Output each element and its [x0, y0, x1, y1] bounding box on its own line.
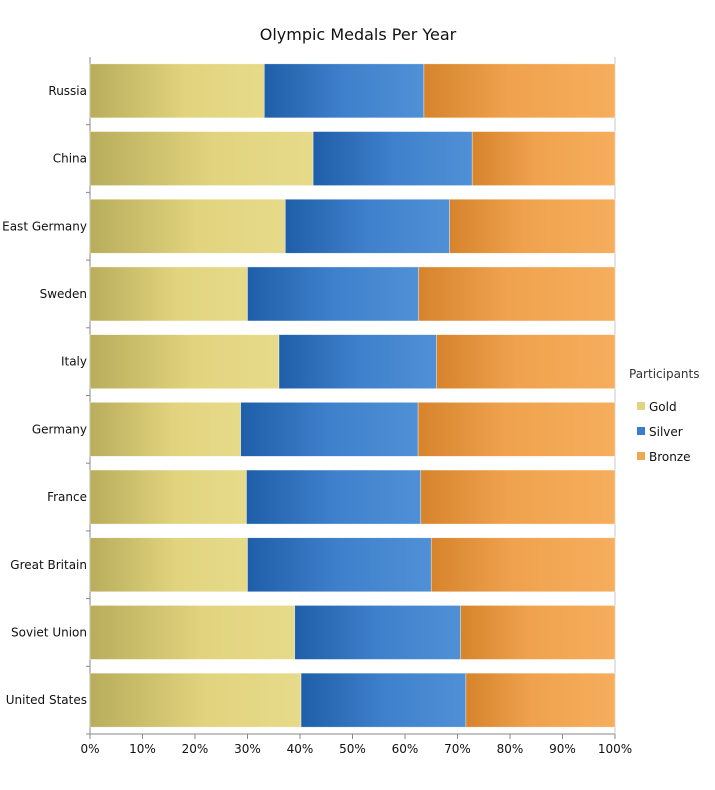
- legend-title: Participants: [629, 367, 700, 381]
- bar-bronze-united-states[interactable]: [465, 672, 616, 728]
- bar-bronze-great-britain[interactable]: [430, 537, 616, 593]
- bar-gold-sweden[interactable]: [89, 266, 248, 322]
- legend-swatch-silver[interactable]: [637, 427, 645, 435]
- legend-label-gold[interactable]: Gold: [649, 400, 677, 414]
- x-tick-label: 20%: [182, 742, 209, 756]
- bar-silver-germany[interactable]: [240, 402, 419, 457]
- bar-gold-soviet-union[interactable]: [89, 605, 296, 660]
- bar-gold-china[interactable]: [89, 131, 314, 186]
- x-tick-label: 30%: [234, 742, 261, 756]
- category-label: United States: [6, 693, 87, 707]
- chart-title: Olympic Medals Per Year: [260, 25, 457, 44]
- legend-swatch-bronze[interactable]: [637, 452, 645, 460]
- legend: Participants Gold Silver Bronze: [629, 367, 700, 464]
- x-tick-label: 50%: [339, 742, 366, 756]
- bar-bronze-germany[interactable]: [417, 402, 616, 457]
- bar-gold-italy[interactable]: [89, 334, 280, 389]
- bar-bronze-east-germany[interactable]: [449, 198, 616, 254]
- bar-bronze-soviet-union[interactable]: [460, 605, 616, 660]
- category-label: China: [53, 152, 87, 166]
- bar-gold-russia[interactable]: [89, 63, 265, 119]
- category-label: Russia: [48, 84, 87, 98]
- x-tick-label: 80%: [497, 742, 524, 756]
- x-tick-label: 0%: [80, 742, 99, 756]
- bars-layer: [89, 63, 616, 728]
- category-label: France: [47, 490, 87, 504]
- bar-silver-china[interactable]: [312, 131, 473, 186]
- bar-silver-great-britain[interactable]: [247, 537, 432, 593]
- bar-gold-east-germany[interactable]: [89, 198, 286, 254]
- bar-bronze-france[interactable]: [420, 469, 616, 525]
- x-tick-label: 60%: [392, 742, 419, 756]
- legend-swatch-gold[interactable]: [637, 402, 645, 410]
- bar-gold-germany[interactable]: [89, 402, 241, 457]
- x-tick-label: 10%: [129, 742, 156, 756]
- bar-silver-italy[interactable]: [278, 334, 437, 389]
- bar-bronze-sweden[interactable]: [418, 266, 616, 322]
- x-tick-label: 100%: [598, 742, 632, 756]
- bar-silver-sweden[interactable]: [247, 266, 419, 322]
- bar-gold-united-states[interactable]: [89, 672, 302, 728]
- bar-bronze-china[interactable]: [471, 131, 616, 186]
- category-axis: Russia China East Germany Sweden Italy German…: [2, 84, 90, 735]
- bar-silver-east-germany[interactable]: [284, 198, 450, 254]
- value-axis: 0% 10% 20% 30% 40% 50% 60% 70% 80% 90% 100%: [80, 734, 632, 756]
- category-label: Germany: [32, 422, 87, 436]
- x-tick-label: 40%: [287, 742, 314, 756]
- bar-bronze-italy[interactable]: [436, 334, 616, 389]
- category-label: Great Britain: [10, 558, 87, 572]
- bar-gold-great-britain[interactable]: [89, 537, 248, 593]
- category-label: Soviet Union: [11, 625, 87, 639]
- bar-silver-united-states[interactable]: [300, 672, 467, 728]
- bar-silver-russia[interactable]: [263, 63, 425, 119]
- category-label: Italy: [61, 355, 87, 369]
- bar-silver-france[interactable]: [246, 469, 422, 525]
- legend-label-silver[interactable]: Silver: [649, 425, 683, 439]
- bar-gold-france[interactable]: [89, 469, 247, 525]
- bar-silver-soviet-union[interactable]: [294, 605, 461, 660]
- category-label: Sweden: [40, 287, 87, 301]
- legend-label-bronze[interactable]: Bronze: [649, 450, 691, 464]
- legend-items: Gold Silver Bronze: [637, 400, 691, 464]
- bar-bronze-russia[interactable]: [423, 63, 616, 119]
- category-label: East Germany: [2, 219, 87, 233]
- x-tick-label: 70%: [444, 742, 471, 756]
- x-tick-label: 90%: [549, 742, 576, 756]
